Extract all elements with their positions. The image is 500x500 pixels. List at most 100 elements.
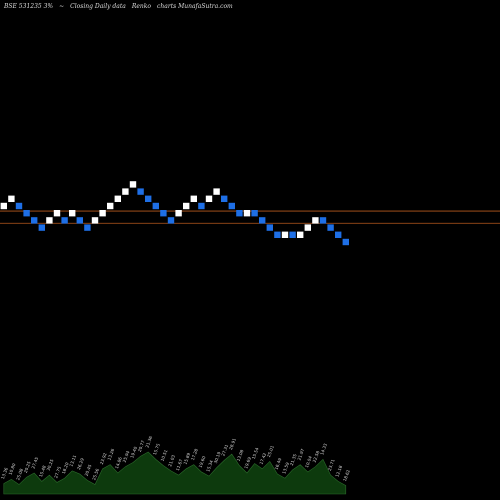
volume-label: 21.36	[144, 435, 153, 448]
volume-label: 13.26	[106, 448, 115, 461]
volume-label: 28.91	[228, 437, 237, 450]
renko-brick	[31, 217, 38, 224]
renko-brick	[198, 202, 205, 210]
renko-brick	[243, 210, 251, 217]
volume-label: 20.45	[84, 463, 93, 476]
volume-label: 30.25	[46, 458, 55, 471]
volume-label: 17.28	[190, 448, 199, 461]
volume-label: 14.86	[114, 456, 123, 469]
volume-label: 17.42	[258, 452, 267, 465]
volume-label: 26.29	[76, 457, 85, 470]
volume-label: 19.40	[129, 446, 138, 459]
symbol-label: BSE 531235 3%	[4, 3, 54, 10]
renko-brick	[312, 217, 319, 224]
volume-label: 13.08	[236, 449, 245, 462]
volume-labels: 13.3610.8025.0820.2527.4515.4830.2527.75…	[0, 435, 351, 482]
chart-header: BSE 531235 3% ~ Closing Daily data Renko cha…	[4, 3, 239, 10]
volume-label: 15.75	[152, 442, 161, 455]
renko-brick	[114, 195, 121, 202]
renko-brick	[38, 224, 45, 231]
renko-brick	[152, 202, 159, 210]
volume-label: 21.97	[296, 448, 305, 461]
volume-label: 27.31	[220, 443, 229, 456]
volume-label: 21.03	[167, 454, 176, 467]
renko-brick	[69, 210, 76, 217]
description-label: Closing Daily data	[70, 3, 126, 10]
volume-label: 27.75	[53, 466, 62, 479]
volume-label: 11.67	[175, 458, 184, 471]
volume-label: 18.62	[342, 469, 351, 482]
renko-brick	[259, 217, 266, 224]
volume-label: 20.25	[23, 460, 32, 473]
renko-brick	[91, 217, 99, 224]
renko-brick	[319, 217, 327, 224]
volume-label: 13.36	[0, 467, 9, 480]
renko-brick	[107, 202, 114, 210]
volume-label: 19.60	[198, 455, 207, 468]
renko-brick	[327, 224, 334, 231]
volume-label: 10.04	[304, 455, 313, 468]
renko-brick	[342, 238, 349, 246]
renko-brick	[84, 224, 91, 231]
renko-brick	[335, 231, 342, 238]
renko-brick	[175, 210, 182, 217]
renko-brick	[228, 202, 235, 210]
arrow-label: ~	[59, 3, 65, 10]
volume-label: 13.59	[281, 461, 290, 474]
volume-polygon	[3, 451, 347, 495]
volume-label: 21.35	[289, 453, 298, 466]
volume-label: 23.71	[327, 458, 336, 471]
volume-label: 15.34	[205, 459, 214, 472]
renko-brick	[53, 210, 61, 217]
renko-brick	[46, 217, 53, 224]
renko-brick	[76, 217, 83, 224]
renko-brick	[304, 224, 311, 231]
volume-label: 19.69	[243, 456, 252, 469]
renko-brick	[274, 231, 281, 238]
renko-brick	[15, 202, 23, 210]
volume-label: 12.18	[334, 464, 343, 477]
renko-brick	[266, 224, 273, 231]
volume-label: 10.80	[8, 462, 17, 475]
renko-brick	[160, 210, 167, 217]
renko-bricks	[0, 181, 349, 246]
renko-brick	[99, 210, 106, 217]
volume-label: 14.33	[319, 442, 328, 455]
renko-brick	[129, 181, 137, 188]
renko-brick	[297, 231, 304, 238]
volume-area	[3, 451, 347, 495]
renko-brick	[23, 210, 30, 217]
renko-brick	[289, 231, 296, 238]
volume-label: 13.11	[68, 454, 77, 467]
renko-brick	[183, 202, 190, 210]
renko-brick	[145, 195, 152, 202]
volume-label: 16.49	[274, 457, 283, 470]
renko-brick	[0, 202, 7, 210]
renko-brick	[221, 195, 228, 202]
site-label: charts MunafaSutra.com	[157, 3, 233, 10]
renko-brick	[167, 217, 175, 224]
volume-label: 23.92	[99, 452, 108, 465]
volume-label: 25.94	[122, 450, 131, 463]
renko-brick	[122, 188, 129, 195]
volume-label: 15.54	[251, 447, 260, 460]
volume-label: 15.89	[182, 452, 191, 465]
chart-kind-label: Renko	[131, 3, 152, 10]
volume-label: 25.08	[15, 468, 24, 481]
renko-brick	[281, 231, 289, 238]
renko-brick	[137, 188, 144, 195]
renko-brick	[61, 217, 68, 224]
volume-label: 27.45	[30, 456, 39, 469]
renko-brick	[213, 188, 220, 195]
volume-label: 10.51	[160, 449, 169, 462]
renko-brick	[8, 195, 15, 202]
renko-brick	[236, 210, 243, 217]
volume-label: 18.20	[61, 461, 70, 474]
volume-label: 30.19	[213, 451, 222, 464]
renko-brick	[205, 195, 213, 202]
volume-label: 15.48	[38, 464, 47, 477]
volume-label: 25.01	[266, 445, 275, 458]
renko-brick	[251, 210, 258, 217]
